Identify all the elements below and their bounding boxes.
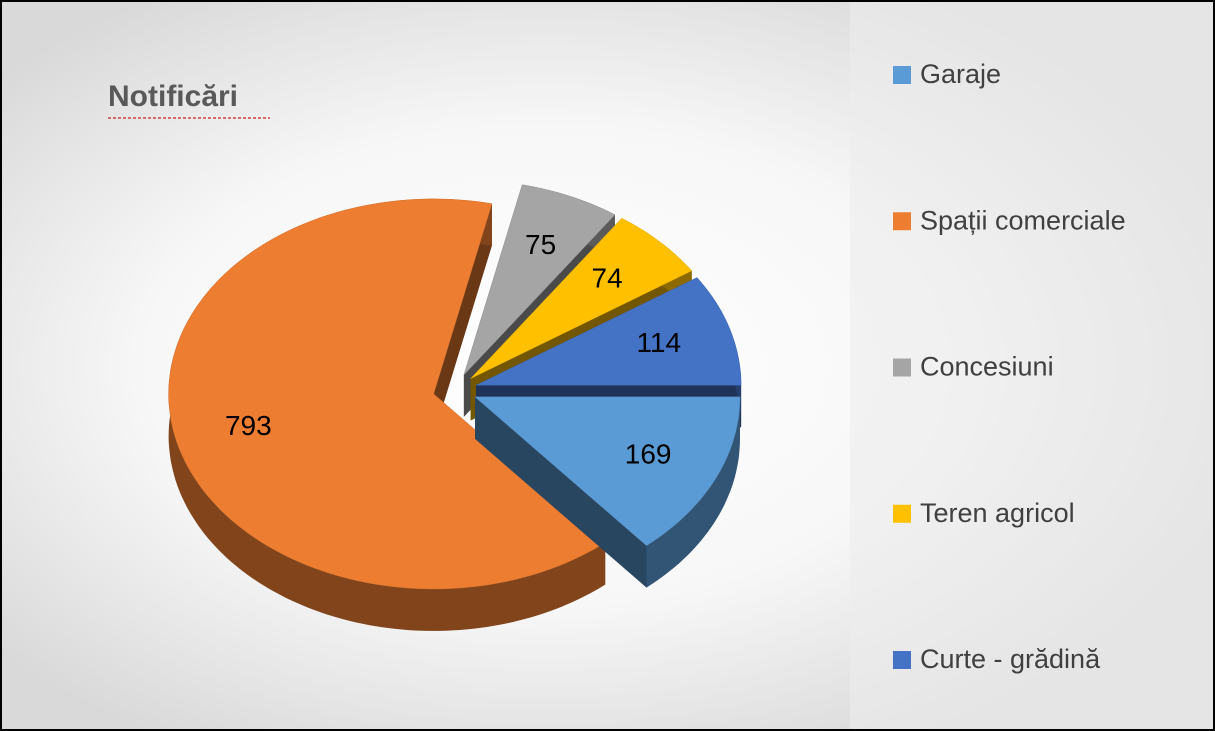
legend-label: Spații comerciale [920,205,1126,235]
slice-side [475,396,647,588]
slice [474,396,741,546]
legend-label: Garaje [920,59,1001,89]
legend-label: Curte - grădină [920,644,1101,674]
legend-swatch [893,651,911,669]
legend-label: Teren agricol [920,498,1075,528]
legend-swatch [893,504,911,523]
slice [470,217,693,379]
data-label: 169 [625,438,672,469]
data-label: 793 [225,410,272,441]
data-label: 75 [525,229,556,260]
slice [168,198,606,590]
legend-swatch [893,212,911,231]
slice-wall [646,396,740,588]
data-label: 74 [592,263,623,294]
legend-swatch [893,66,911,84]
data-label: 114 [636,327,681,358]
slice [475,277,742,386]
slice-side [433,203,492,436]
legend-swatch [893,358,911,377]
slice-wall [168,198,606,631]
legend-label: Concesiuni [920,352,1054,382]
slice [463,184,616,376]
chart-title: Notificări [108,80,238,113]
